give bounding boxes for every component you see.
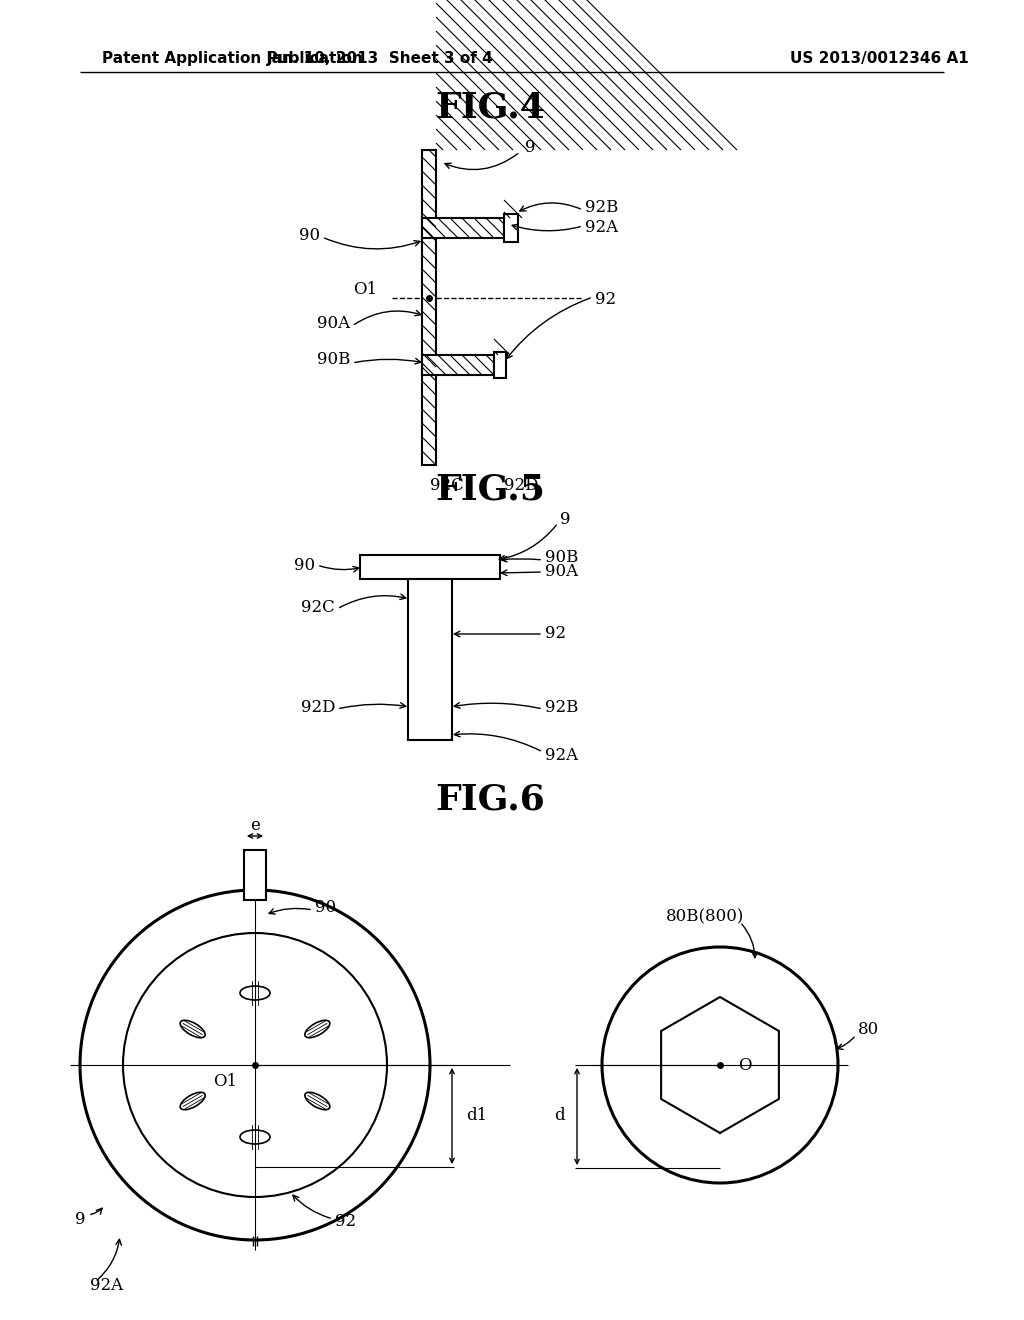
Text: 80B(800): 80B(800) bbox=[666, 908, 744, 925]
Text: FIG.5: FIG.5 bbox=[435, 473, 545, 507]
Bar bbox=[360, 554, 500, 579]
Text: O1: O1 bbox=[353, 281, 377, 298]
Bar bbox=[494, 352, 506, 378]
Text: d1: d1 bbox=[466, 1107, 487, 1125]
Bar bbox=[504, 214, 518, 242]
Text: 92D: 92D bbox=[300, 698, 335, 715]
Text: 90B: 90B bbox=[316, 351, 350, 368]
Text: 92C: 92C bbox=[430, 477, 464, 494]
Text: FIG.6: FIG.6 bbox=[435, 783, 545, 817]
Bar bbox=[244, 850, 266, 900]
Text: 90: 90 bbox=[315, 899, 336, 916]
Text: Patent Application Publication: Patent Application Publication bbox=[102, 50, 362, 66]
Text: O: O bbox=[738, 1056, 752, 1073]
Text: 90A: 90A bbox=[545, 564, 579, 581]
Text: 90A: 90A bbox=[316, 314, 350, 331]
Text: 92: 92 bbox=[335, 1213, 356, 1230]
Bar bbox=[422, 150, 436, 465]
Text: 92A: 92A bbox=[545, 747, 579, 763]
Text: 92B: 92B bbox=[545, 698, 579, 715]
Text: 90: 90 bbox=[294, 557, 315, 573]
Text: US 2013/0012346 A1: US 2013/0012346 A1 bbox=[790, 50, 969, 66]
Text: FIG.4: FIG.4 bbox=[435, 91, 545, 125]
Text: O1: O1 bbox=[213, 1072, 237, 1089]
Bar bbox=[422, 218, 504, 238]
Text: 80: 80 bbox=[858, 1022, 880, 1039]
Text: 92: 92 bbox=[545, 626, 566, 643]
Text: 92: 92 bbox=[595, 292, 616, 309]
Text: 9: 9 bbox=[75, 1212, 85, 1229]
Text: 92B: 92B bbox=[585, 198, 618, 215]
Text: 90: 90 bbox=[299, 227, 319, 243]
Text: 92A: 92A bbox=[90, 1276, 123, 1294]
Text: e: e bbox=[250, 817, 260, 834]
Text: d: d bbox=[554, 1107, 565, 1125]
Text: 92A: 92A bbox=[585, 219, 618, 236]
Text: Jan. 10, 2013  Sheet 3 of 4: Jan. 10, 2013 Sheet 3 of 4 bbox=[266, 50, 494, 66]
Bar bbox=[422, 355, 494, 375]
Text: 92D: 92D bbox=[504, 477, 539, 494]
Text: 92C: 92C bbox=[301, 598, 335, 615]
Text: 9: 9 bbox=[560, 511, 570, 528]
Bar bbox=[408, 579, 452, 741]
Text: 90B: 90B bbox=[545, 549, 579, 566]
Text: 9: 9 bbox=[525, 140, 536, 157]
